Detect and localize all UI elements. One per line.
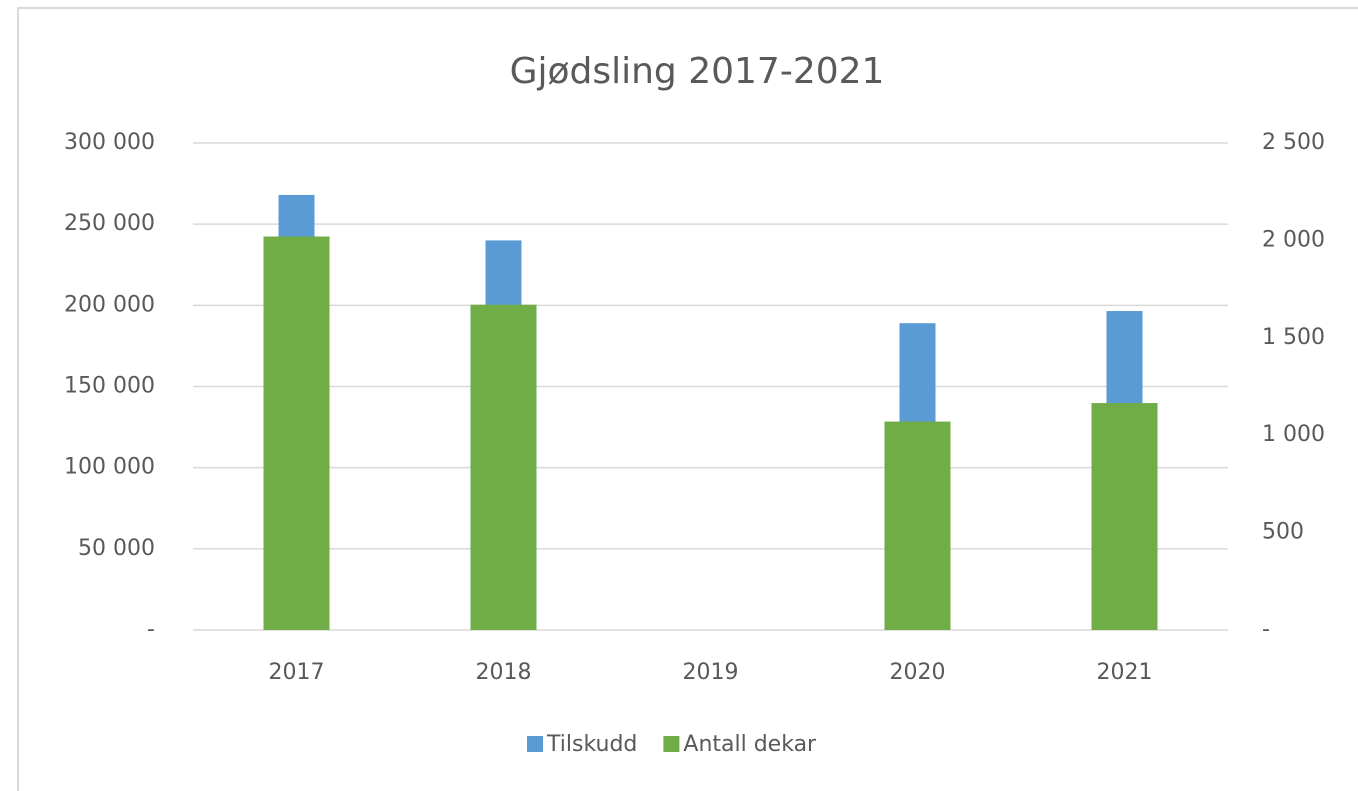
- y2-tick-label: -: [1262, 617, 1270, 642]
- y-tick-label: 300 000: [64, 130, 155, 155]
- legend-label: Tilskudd: [546, 732, 637, 757]
- bar: [470, 304, 537, 630]
- y2-tick-label: 1 000: [1262, 422, 1325, 447]
- legend-swatch: [663, 736, 680, 752]
- x-tick-label: 2020: [890, 660, 946, 685]
- y-tick-label: 250 000: [64, 211, 155, 236]
- y2-tick-label: 2 500: [1262, 130, 1325, 155]
- y-tick-label: 150 000: [64, 374, 155, 399]
- chart-title: Gjødsling 2017-2021: [510, 51, 885, 92]
- y-tick-label: 50 000: [78, 536, 155, 561]
- y-tick-label: 100 000: [64, 455, 155, 480]
- x-tick-label: 2018: [476, 660, 532, 685]
- bar: [1091, 403, 1158, 630]
- y2-tick-label: 2 000: [1262, 227, 1325, 252]
- legend-label: Antall dekar: [683, 732, 817, 757]
- bar: [263, 236, 330, 630]
- y2-tick-label: 1 500: [1262, 325, 1325, 350]
- x-tick-label: 2019: [683, 660, 739, 685]
- y-tick-label: -: [147, 617, 155, 642]
- bar: [884, 421, 951, 630]
- y2-tick-label: 500: [1262, 520, 1304, 545]
- y-tick-label: 200 000: [64, 292, 155, 317]
- x-tick-label: 2021: [1097, 660, 1153, 685]
- legend-swatch: [527, 736, 543, 752]
- x-tick-label: 2017: [269, 660, 325, 685]
